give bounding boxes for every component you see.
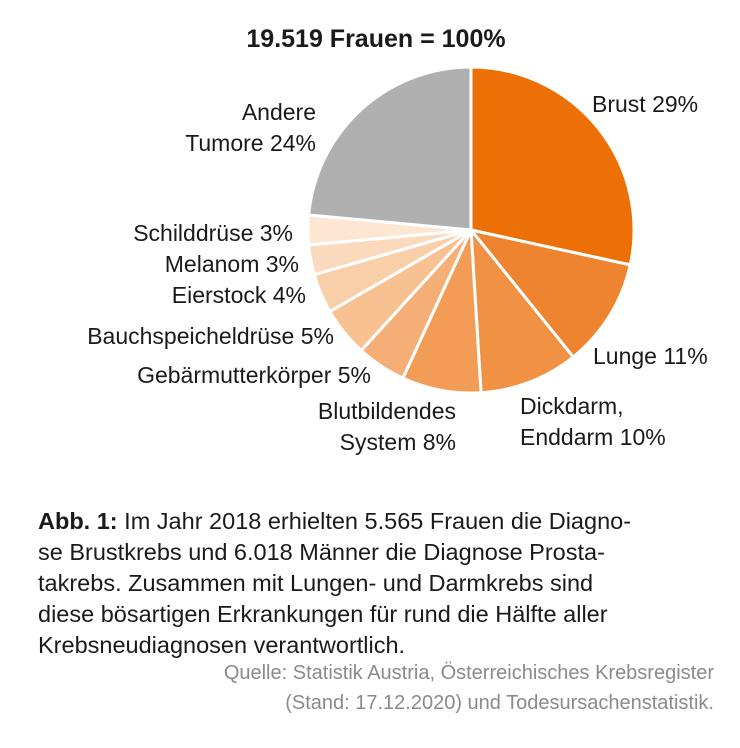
pie-slices — [306, 65, 636, 395]
caption-text-1: Im Jahr 2018 erhielten 5.565 Frauen die … — [124, 508, 632, 534]
slice-label: Gebärmutterkörper 5% — [137, 362, 371, 388]
slice-label-line: Lunge 11% — [593, 343, 708, 369]
caption-line-2: se Brustkrebs und 6.018 Männer die Diagn… — [38, 539, 605, 565]
slice-label: Blutbildendes System 8% — [318, 398, 456, 455]
slice-label: Brust 29% — [592, 91, 698, 117]
slice-label: Schilddrüse 3% — [133, 220, 293, 246]
pie-chart: 19.519 Frauen = 100% Brust 29% Lunge 11% D… — [87, 25, 707, 455]
caption-line-1: Abb. 1: Im Jahr 2018 erhielten 5.565 Fra… — [38, 506, 718, 537]
slice-label-line: System 8% — [340, 429, 456, 455]
slice-label: Andere Tumore 24% — [185, 99, 316, 156]
caption-line-5: Krebsneudiagnosen verantwortlich. — [38, 632, 406, 658]
pie-slice — [469, 228, 632, 359]
pie-slice — [307, 65, 473, 232]
slice-label-line: Melanom 3% — [165, 251, 299, 277]
slice-label-line: Andere — [242, 99, 316, 125]
source-line-2: (Stand: 17.12.2020) und Todesursachensta… — [285, 692, 714, 714]
slice-label-line: Eierstock 4% — [172, 282, 306, 308]
chart-title: 19.519 Frauen = 100% — [246, 25, 505, 53]
source-line-1: Quelle: Statistik Austria, Österreichisc… — [223, 662, 714, 684]
slice-label: Bauchspeicheldrüse 5% — [87, 323, 334, 349]
slice-label: Melanom 3% — [165, 251, 299, 277]
slice-label: Eierstock 4% — [172, 282, 306, 308]
slice-label-line: Gebärmutterkörper 5% — [137, 362, 371, 388]
slice-label-line: Brust 29% — [592, 91, 698, 117]
slice-label-line: Enddarm 10% — [520, 424, 666, 450]
slice-label-line: Bauchspeicheldrüse 5% — [87, 323, 334, 349]
caption-line-3: takrebs. Zusammen mit Lungen- und Darmkr… — [38, 570, 594, 596]
pie-labels: Brust 29% Lunge 11% Dickdarm, Enddarm 10% Bl… — [87, 91, 707, 455]
slice-label-line: Tumore 24% — [185, 130, 316, 156]
slice-label-line: Schilddrüse 3% — [133, 220, 293, 246]
caption-line-4: diese bösartigen Erkrankungen für rund d… — [38, 601, 608, 627]
source-note: Quelle: Statistik Austria, Österreichisc… — [224, 658, 714, 718]
slice-label-line: Blutbildendes — [318, 398, 456, 424]
pie-slice — [469, 65, 636, 267]
slice-label: Lunge 11% — [593, 343, 708, 369]
figure-caption: Abb. 1: Im Jahr 2018 erhielten 5.565 Fra… — [38, 506, 718, 661]
slice-label-line: Dickdarm, — [520, 393, 624, 419]
slice-label: Dickdarm, Enddarm 10% — [520, 393, 666, 450]
pie-slice — [469, 228, 575, 395]
caption-label: Abb. 1: — [38, 508, 118, 534]
